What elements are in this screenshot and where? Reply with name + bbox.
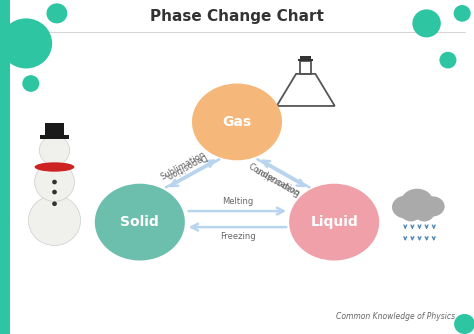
Text: Gas: Gas bbox=[222, 115, 252, 129]
FancyBboxPatch shape bbox=[301, 56, 311, 58]
Text: Deposition: Deposition bbox=[164, 151, 208, 181]
Ellipse shape bbox=[412, 9, 441, 37]
Ellipse shape bbox=[454, 314, 474, 334]
Text: Solid: Solid bbox=[120, 215, 159, 229]
FancyBboxPatch shape bbox=[45, 123, 64, 135]
Ellipse shape bbox=[421, 196, 445, 216]
Ellipse shape bbox=[414, 203, 435, 221]
Ellipse shape bbox=[35, 163, 74, 201]
FancyBboxPatch shape bbox=[299, 58, 313, 61]
Ellipse shape bbox=[401, 203, 421, 221]
Ellipse shape bbox=[22, 75, 39, 92]
Ellipse shape bbox=[0, 18, 52, 68]
Ellipse shape bbox=[52, 190, 57, 194]
Ellipse shape bbox=[52, 180, 57, 184]
Text: Liquid: Liquid bbox=[310, 215, 358, 229]
Ellipse shape bbox=[35, 162, 74, 172]
Text: Condensation: Condensation bbox=[246, 162, 301, 199]
Ellipse shape bbox=[52, 201, 57, 206]
Ellipse shape bbox=[192, 84, 282, 160]
Ellipse shape bbox=[39, 136, 70, 165]
Ellipse shape bbox=[454, 5, 471, 22]
Text: Evaporation: Evaporation bbox=[252, 164, 301, 197]
Text: Common Knowledge of Physics: Common Knowledge of Physics bbox=[336, 312, 455, 321]
Ellipse shape bbox=[401, 189, 433, 215]
Ellipse shape bbox=[28, 195, 81, 245]
FancyBboxPatch shape bbox=[0, 0, 10, 334]
FancyBboxPatch shape bbox=[40, 135, 69, 139]
Ellipse shape bbox=[46, 3, 67, 23]
Text: Freezing: Freezing bbox=[219, 232, 255, 241]
Ellipse shape bbox=[95, 184, 185, 261]
Text: Melting: Melting bbox=[222, 197, 253, 206]
Text: Phase Change Chart: Phase Change Chart bbox=[150, 9, 324, 23]
Ellipse shape bbox=[439, 52, 456, 68]
Ellipse shape bbox=[289, 184, 379, 261]
Text: Sublimation: Sublimation bbox=[159, 150, 207, 182]
Ellipse shape bbox=[392, 196, 419, 218]
